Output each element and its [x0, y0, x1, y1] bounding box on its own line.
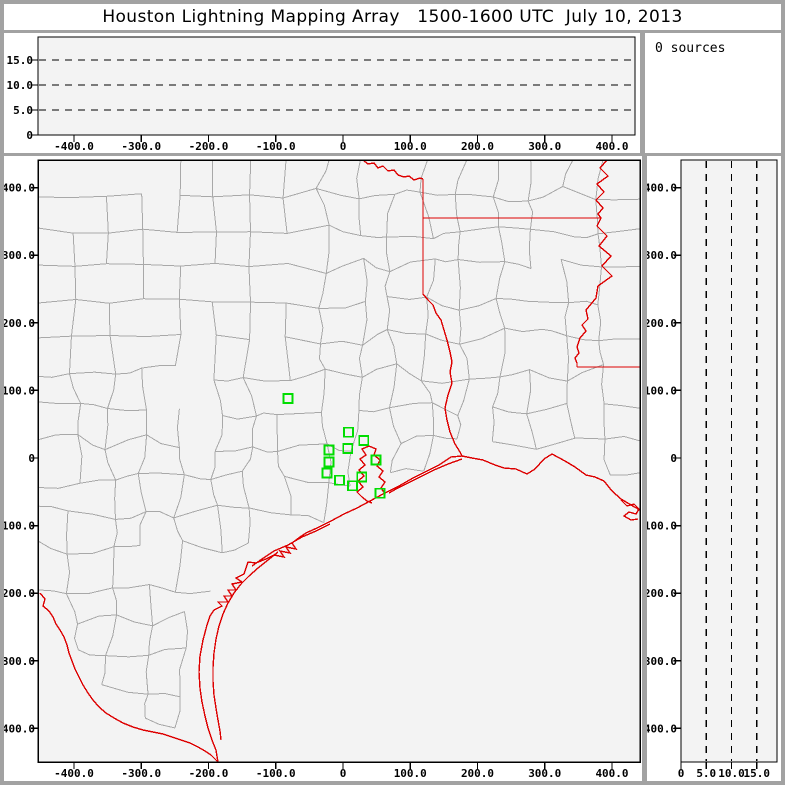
county-lines	[38, 160, 640, 729]
border-rio-grande	[39, 592, 219, 762]
svg-text:400.0: 400.0	[595, 140, 628, 153]
svg-text:200.0: 200.0	[461, 140, 494, 153]
svg-text:15.0: 15.0	[7, 54, 34, 67]
page-title: Houston Lightning Mapping Array 1500-160…	[4, 4, 781, 30]
svg-text:0: 0	[26, 129, 33, 142]
svg-text:0: 0	[28, 452, 35, 465]
svg-text:-400.0: -400.0	[647, 722, 677, 735]
svg-text:-100.0: -100.0	[647, 520, 677, 533]
svg-text:5.0: 5.0	[13, 104, 33, 117]
svg-text:-200.0: -200.0	[189, 140, 229, 153]
map-axes: -400.0 -300.0 -200.0 -100.0 0 100.0 200.0 300.0…	[4, 159, 641, 780]
svg-text:300.0: 300.0	[647, 249, 677, 262]
svg-text:200.0: 200.0	[4, 317, 35, 330]
lma-station-marker	[282, 393, 294, 404]
lma-station-marker	[323, 456, 335, 468]
map-plot: -400.0 -300.0 -200.0 -100.0 0 100.0 200.0 300.0…	[4, 159, 641, 780]
svg-text:0: 0	[670, 452, 677, 465]
svg-text:300.0: 300.0	[4, 249, 35, 262]
svg-text:-200.0: -200.0	[4, 587, 35, 600]
svg-text:-300.0: -300.0	[4, 655, 35, 668]
svg-text:300.0: 300.0	[528, 767, 561, 780]
lma-station-marker	[374, 487, 386, 499]
svg-text:-400.0: -400.0	[54, 140, 94, 153]
lma-station-marker	[342, 426, 354, 438]
border-sabine-river	[422, 293, 463, 457]
svg-text:-300.0: -300.0	[121, 767, 161, 780]
svg-text:200.0: 200.0	[647, 317, 677, 330]
altitude-vs-x-panel: 0 5.0 10.0 15.0 -400.0 -300.0 -200.0 -100.0 0 100…	[4, 33, 640, 153]
svg-text:100.0: 100.0	[394, 140, 427, 153]
svg-text:-400.0: -400.0	[4, 722, 35, 735]
svg-text:300.0: 300.0	[528, 140, 561, 153]
lma-station-marker	[347, 480, 358, 492]
map-background	[38, 160, 640, 762]
svg-text:-200.0: -200.0	[189, 767, 229, 780]
sources-count-label: 0 sources	[655, 41, 726, 56]
svg-text:100.0: 100.0	[647, 384, 677, 397]
altitude-vs-y-plot: 400.0 300.0 200.0 100.0 0 -100.0 -200.0 -300.0 -…	[647, 159, 778, 780]
svg-text:400.0: 400.0	[647, 182, 677, 195]
svg-text:0: 0	[678, 767, 685, 780]
svg-text:-100.0: -100.0	[256, 767, 296, 780]
state-borders	[39, 160, 640, 762]
border-red-river	[362, 160, 424, 181]
sources-count-panel: 0 sources	[645, 33, 781, 153]
svg-text:-400.0: -400.0	[54, 767, 94, 780]
border-matagorda-barrier	[251, 523, 331, 567]
svg-text:0: 0	[340, 140, 347, 153]
svg-text:-300.0: -300.0	[121, 140, 161, 153]
lma-station-marker	[334, 474, 346, 486]
svg-text:5.0: 5.0	[696, 767, 716, 780]
svg-text:10.0: 10.0	[718, 767, 745, 780]
svg-text:400.0: 400.0	[595, 767, 628, 780]
border-mississippi-river	[574, 160, 614, 367]
lma-station-marker	[358, 435, 370, 446]
border-galveston-bay	[355, 445, 386, 504]
svg-text:400.0: 400.0	[4, 182, 35, 195]
border-ms-delta	[620, 499, 640, 521]
map-panel: -400.0 -300.0 -200.0 -100.0 0 100.0 200.0 300.0…	[4, 156, 642, 781]
svg-text:0: 0	[340, 767, 347, 780]
svg-text:-200.0: -200.0	[647, 587, 677, 600]
station-markers	[282, 393, 386, 499]
lma-station-marker	[323, 444, 335, 456]
lma-station-marker	[321, 467, 333, 479]
svg-text:10.0: 10.0	[7, 79, 34, 92]
lma-station-marker	[342, 443, 354, 454]
altitude-vs-x-plot: 0 5.0 10.0 15.0 -400.0 -300.0 -200.0 -100.0 0 100…	[7, 36, 636, 153]
svg-text:-300.0: -300.0	[647, 655, 677, 668]
svg-text:100.0: 100.0	[4, 384, 35, 397]
border-padre-island	[212, 551, 279, 741]
altitude-x-axes: 0 5.0 10.0 15.0 -400.0 -300.0 -200.0 -100.0 0 100…	[7, 36, 636, 153]
altitude-y-axes: 400.0 300.0 200.0 100.0 0 -100.0 -200.0 -300.0 -…	[647, 159, 778, 780]
svg-text:-100.0: -100.0	[4, 520, 35, 533]
lma-station-marker	[356, 471, 368, 483]
svg-text:200.0: 200.0	[461, 767, 494, 780]
border-bolivar-barrier	[388, 458, 463, 494]
svg-text:100.0: 100.0	[394, 767, 427, 780]
altitude-vs-y-panel: 400.0 300.0 200.0 100.0 0 -100.0 -200.0 -300.0 -…	[647, 156, 781, 781]
svg-text:-100.0: -100.0	[256, 140, 296, 153]
lma-station-marker	[370, 454, 382, 466]
svg-text:15.0: 15.0	[744, 767, 771, 780]
